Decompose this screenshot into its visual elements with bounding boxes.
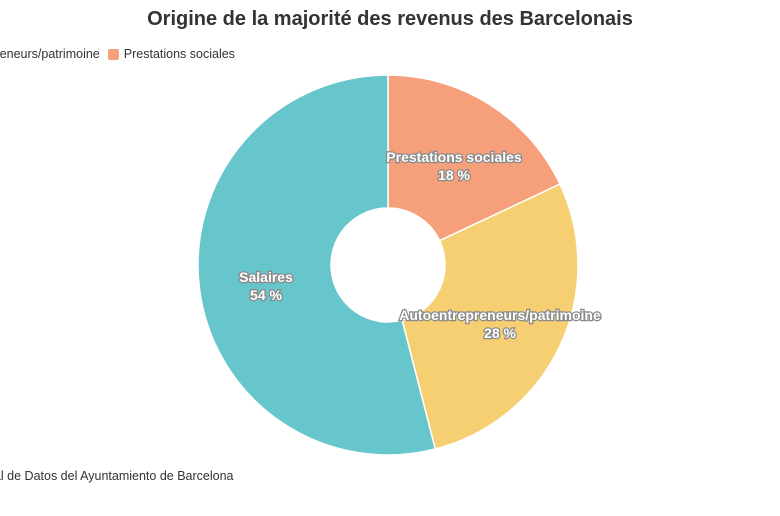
- slice-label-value: 18 %: [438, 167, 470, 183]
- slices-group: [197, 74, 579, 456]
- slice-label-value: 28 %: [484, 325, 516, 341]
- slice-label-name: Salaires: [239, 269, 293, 285]
- slice-label-value: 54 %: [250, 287, 282, 303]
- chart-title: Origine de la majorité des revenus des B…: [147, 8, 633, 30]
- slice-label-name: Prestations sociales: [386, 149, 522, 165]
- slice-prestations-sociales[interactable]: [387, 74, 561, 242]
- slice-autoentrepreneurs-patrimoine[interactable]: [401, 183, 579, 450]
- slice-label-name: Autoentrepreneurs/patrimoine: [399, 307, 601, 323]
- legend-label-prestations: Prestations sociales: [123, 47, 235, 61]
- legend-item-autoentrepreneurs[interactable]: trepreneurs/patrimoine: [0, 47, 100, 61]
- legend-label-autoentrepreneurs: trepreneurs/patrimoine: [0, 47, 100, 61]
- slice-salaires[interactable]: [197, 74, 437, 456]
- source-note: cipal de Datos del Ayuntamiento de Barce…: [0, 469, 234, 483]
- slice-labels-group: Prestations sociales 18 % Autoentrepreneur…: [238, 148, 602, 343]
- legend-item-prestations[interactable]: Prestations sociales: [107, 47, 235, 61]
- legend-swatch-prestations: [107, 48, 119, 60]
- legend: trepreneurs/patrimoine Prestations socia…: [0, 47, 243, 61]
